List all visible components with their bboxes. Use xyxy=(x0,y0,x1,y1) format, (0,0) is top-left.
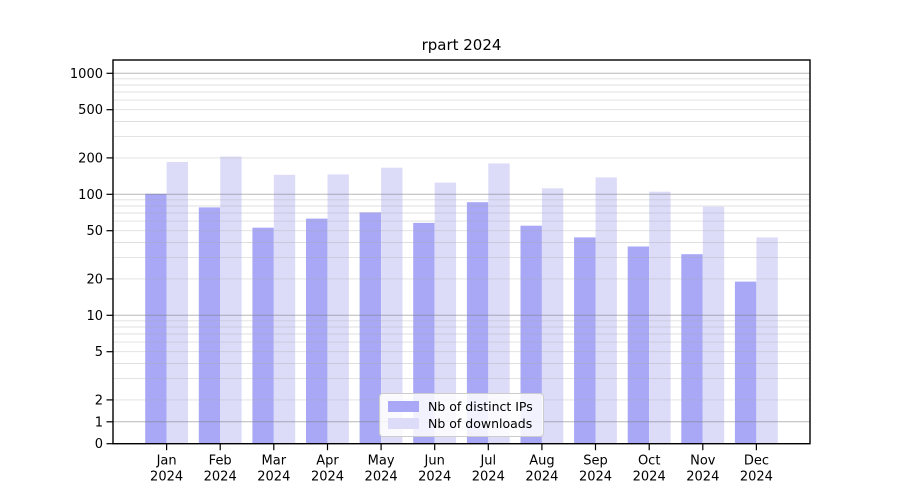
y-tick-label: 1000 xyxy=(70,67,103,82)
bar-downloads-mar xyxy=(273,174,296,444)
bar-downloads-apr xyxy=(327,174,349,444)
y-tick-label: 50 xyxy=(86,224,103,239)
y-tick-label: 500 xyxy=(78,103,103,118)
bar-ips-dec xyxy=(734,281,757,444)
legend-swatch-distinct-ips xyxy=(388,401,419,412)
x-tick-month: Jul xyxy=(479,454,496,469)
y-tick-label: 1 xyxy=(95,415,103,430)
bar-ips-jan xyxy=(145,193,167,444)
bar-downloads-jun xyxy=(434,182,457,444)
bar-downloads-sep xyxy=(595,177,617,444)
bar-ips-aug xyxy=(520,225,542,444)
chart-title: rpart 2024 xyxy=(421,36,502,54)
x-tick-year: 2024 xyxy=(150,470,183,485)
x-tick-month: Dec xyxy=(744,454,769,469)
bar-ips-nov xyxy=(681,254,703,444)
x-axis: Jan2024Feb2024Mar2024Apr2024May2024Jun20… xyxy=(150,443,773,485)
bar-ips-may xyxy=(359,212,381,444)
bar-downloads-jul xyxy=(488,163,510,444)
x-tick-month: Feb xyxy=(209,454,232,469)
y-tick-label: 5 xyxy=(95,345,103,360)
bar-downloads-may xyxy=(381,167,403,444)
x-tick-year: 2024 xyxy=(365,470,398,485)
y-tick-label: 200 xyxy=(78,151,103,166)
y-tick-label: 10 xyxy=(86,309,103,324)
y-tick-label: 0 xyxy=(95,437,103,452)
y-tick-label: 2 xyxy=(95,393,103,408)
x-tick-month: Oct xyxy=(638,454,660,469)
bar-ips-sep xyxy=(574,237,596,444)
x-tick-month: Sep xyxy=(583,454,608,469)
bar-downloads-jan xyxy=(166,162,188,444)
x-tick-month: Jun xyxy=(424,454,445,469)
x-tick-month: May xyxy=(368,454,395,469)
legend-item-distinct-ips: Nb of distinct IPs xyxy=(388,399,535,414)
x-tick-year: 2024 xyxy=(472,470,505,485)
x-tick-month: Aug xyxy=(529,454,554,469)
plot-border xyxy=(112,59,811,445)
x-tick-year: 2024 xyxy=(311,470,344,485)
bar-downloads-dec xyxy=(756,237,778,444)
bar-ips-feb xyxy=(198,207,221,444)
x-tick-year: 2024 xyxy=(418,470,451,485)
y-tick-label: 100 xyxy=(78,188,103,203)
bar-ips-jun xyxy=(413,222,435,444)
bar-ips-jul xyxy=(466,202,489,444)
legend: Nb of distinct IPs Nb of downloads xyxy=(379,393,544,437)
y-tick-label: 20 xyxy=(86,272,103,287)
x-tick-month: Jan xyxy=(156,454,177,469)
legend-item-downloads: Nb of downloads xyxy=(388,416,535,431)
x-tick-year: 2024 xyxy=(579,470,612,485)
bar-ips-mar xyxy=(252,227,274,444)
x-tick-year: 2024 xyxy=(204,470,237,485)
bar-ips-oct xyxy=(627,246,650,444)
minor-gridlines xyxy=(113,78,810,401)
x-tick-month: Nov xyxy=(690,454,716,469)
x-tick-year: 2024 xyxy=(740,470,773,485)
bar-downloads-nov xyxy=(702,206,725,444)
x-tick-year: 2024 xyxy=(686,470,719,485)
x-tick-month: Apr xyxy=(316,454,339,469)
legend-label-downloads: Nb of downloads xyxy=(428,416,533,431)
bar-downloads-aug xyxy=(541,188,564,444)
bar-ips-apr xyxy=(306,218,328,444)
x-tick-month: Mar xyxy=(262,454,287,469)
bar-downloads-feb xyxy=(220,156,242,444)
bar-downloads-oct xyxy=(649,191,671,444)
x-tick-year: 2024 xyxy=(525,470,558,485)
legend-label-distinct-ips: Nb of distinct IPs xyxy=(428,399,533,414)
legend-swatch-downloads xyxy=(388,418,419,429)
x-tick-year: 2024 xyxy=(633,470,666,485)
x-tick-year: 2024 xyxy=(257,470,290,485)
